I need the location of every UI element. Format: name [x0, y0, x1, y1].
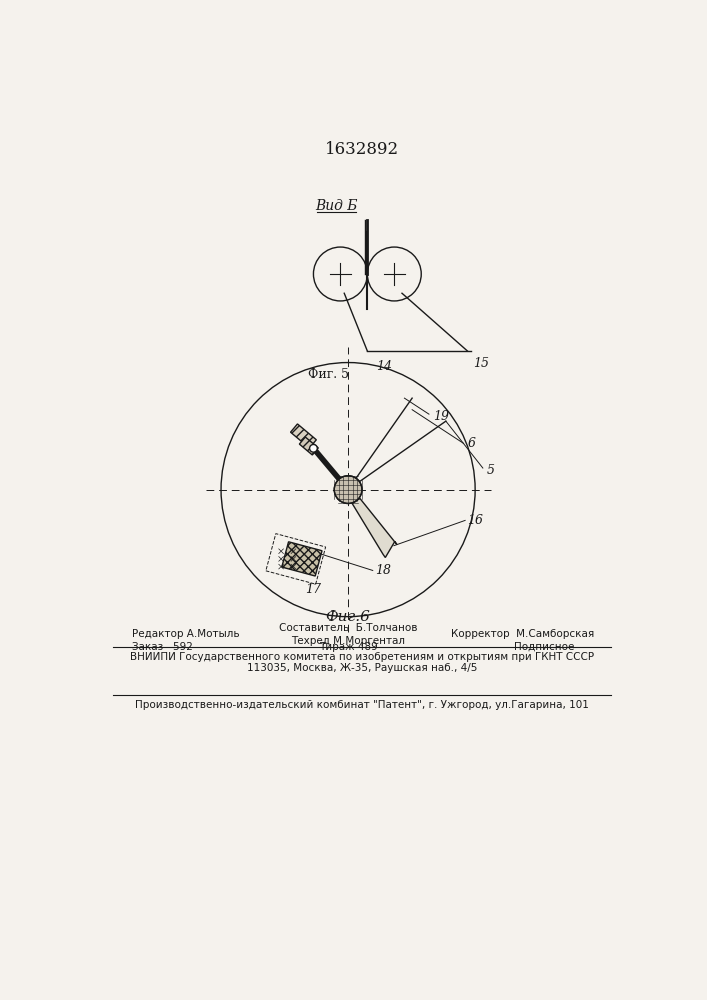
Polygon shape	[291, 424, 316, 448]
Text: Заказ   592: Заказ 592	[132, 642, 194, 652]
Text: 17: 17	[305, 583, 322, 596]
Text: Производственно-издательский комбинат "Патент", г. Ужгород, ул.Гагарина, 101: Производственно-издательский комбинат "П…	[135, 700, 589, 710]
Text: Фиг.6: Фиг.6	[326, 610, 370, 624]
Text: Вид Б: Вид Б	[315, 199, 358, 213]
Text: Тираж 489: Тираж 489	[319, 642, 378, 652]
Text: 15: 15	[474, 357, 490, 370]
Text: Техред М.Моргентал: Техред М.Моргентал	[291, 636, 405, 646]
Text: Составитель  Б.Толчанов: Составитель Б.Толчанов	[279, 623, 417, 633]
Text: 19: 19	[433, 410, 449, 423]
Text: Редактор А.Мотыль: Редактор А.Мотыль	[132, 629, 240, 639]
Circle shape	[310, 444, 317, 452]
Text: Фиг. 5: Фиг. 5	[308, 368, 349, 381]
Text: Подписное: Подписное	[514, 642, 575, 652]
Text: Корректор  М.Самборская: Корректор М.Самборская	[451, 629, 595, 639]
Text: 113035, Москва, Ж-35, Раушская наб., 4/5: 113035, Москва, Ж-35, Раушская наб., 4/5	[247, 663, 477, 673]
Polygon shape	[282, 542, 322, 576]
Text: 14: 14	[377, 360, 392, 373]
Polygon shape	[299, 437, 318, 455]
Text: 18: 18	[375, 564, 391, 577]
Polygon shape	[352, 498, 397, 558]
Text: 5: 5	[486, 464, 495, 477]
Text: 6: 6	[467, 437, 475, 450]
Text: ВНИИПИ Государственного комитета по изобретениям и открытиям при ГКНТ СССР: ВНИИПИ Государственного комитета по изоб…	[130, 652, 594, 662]
Circle shape	[334, 476, 362, 503]
Text: 16: 16	[467, 514, 484, 527]
Text: 1632892: 1632892	[325, 141, 399, 158]
